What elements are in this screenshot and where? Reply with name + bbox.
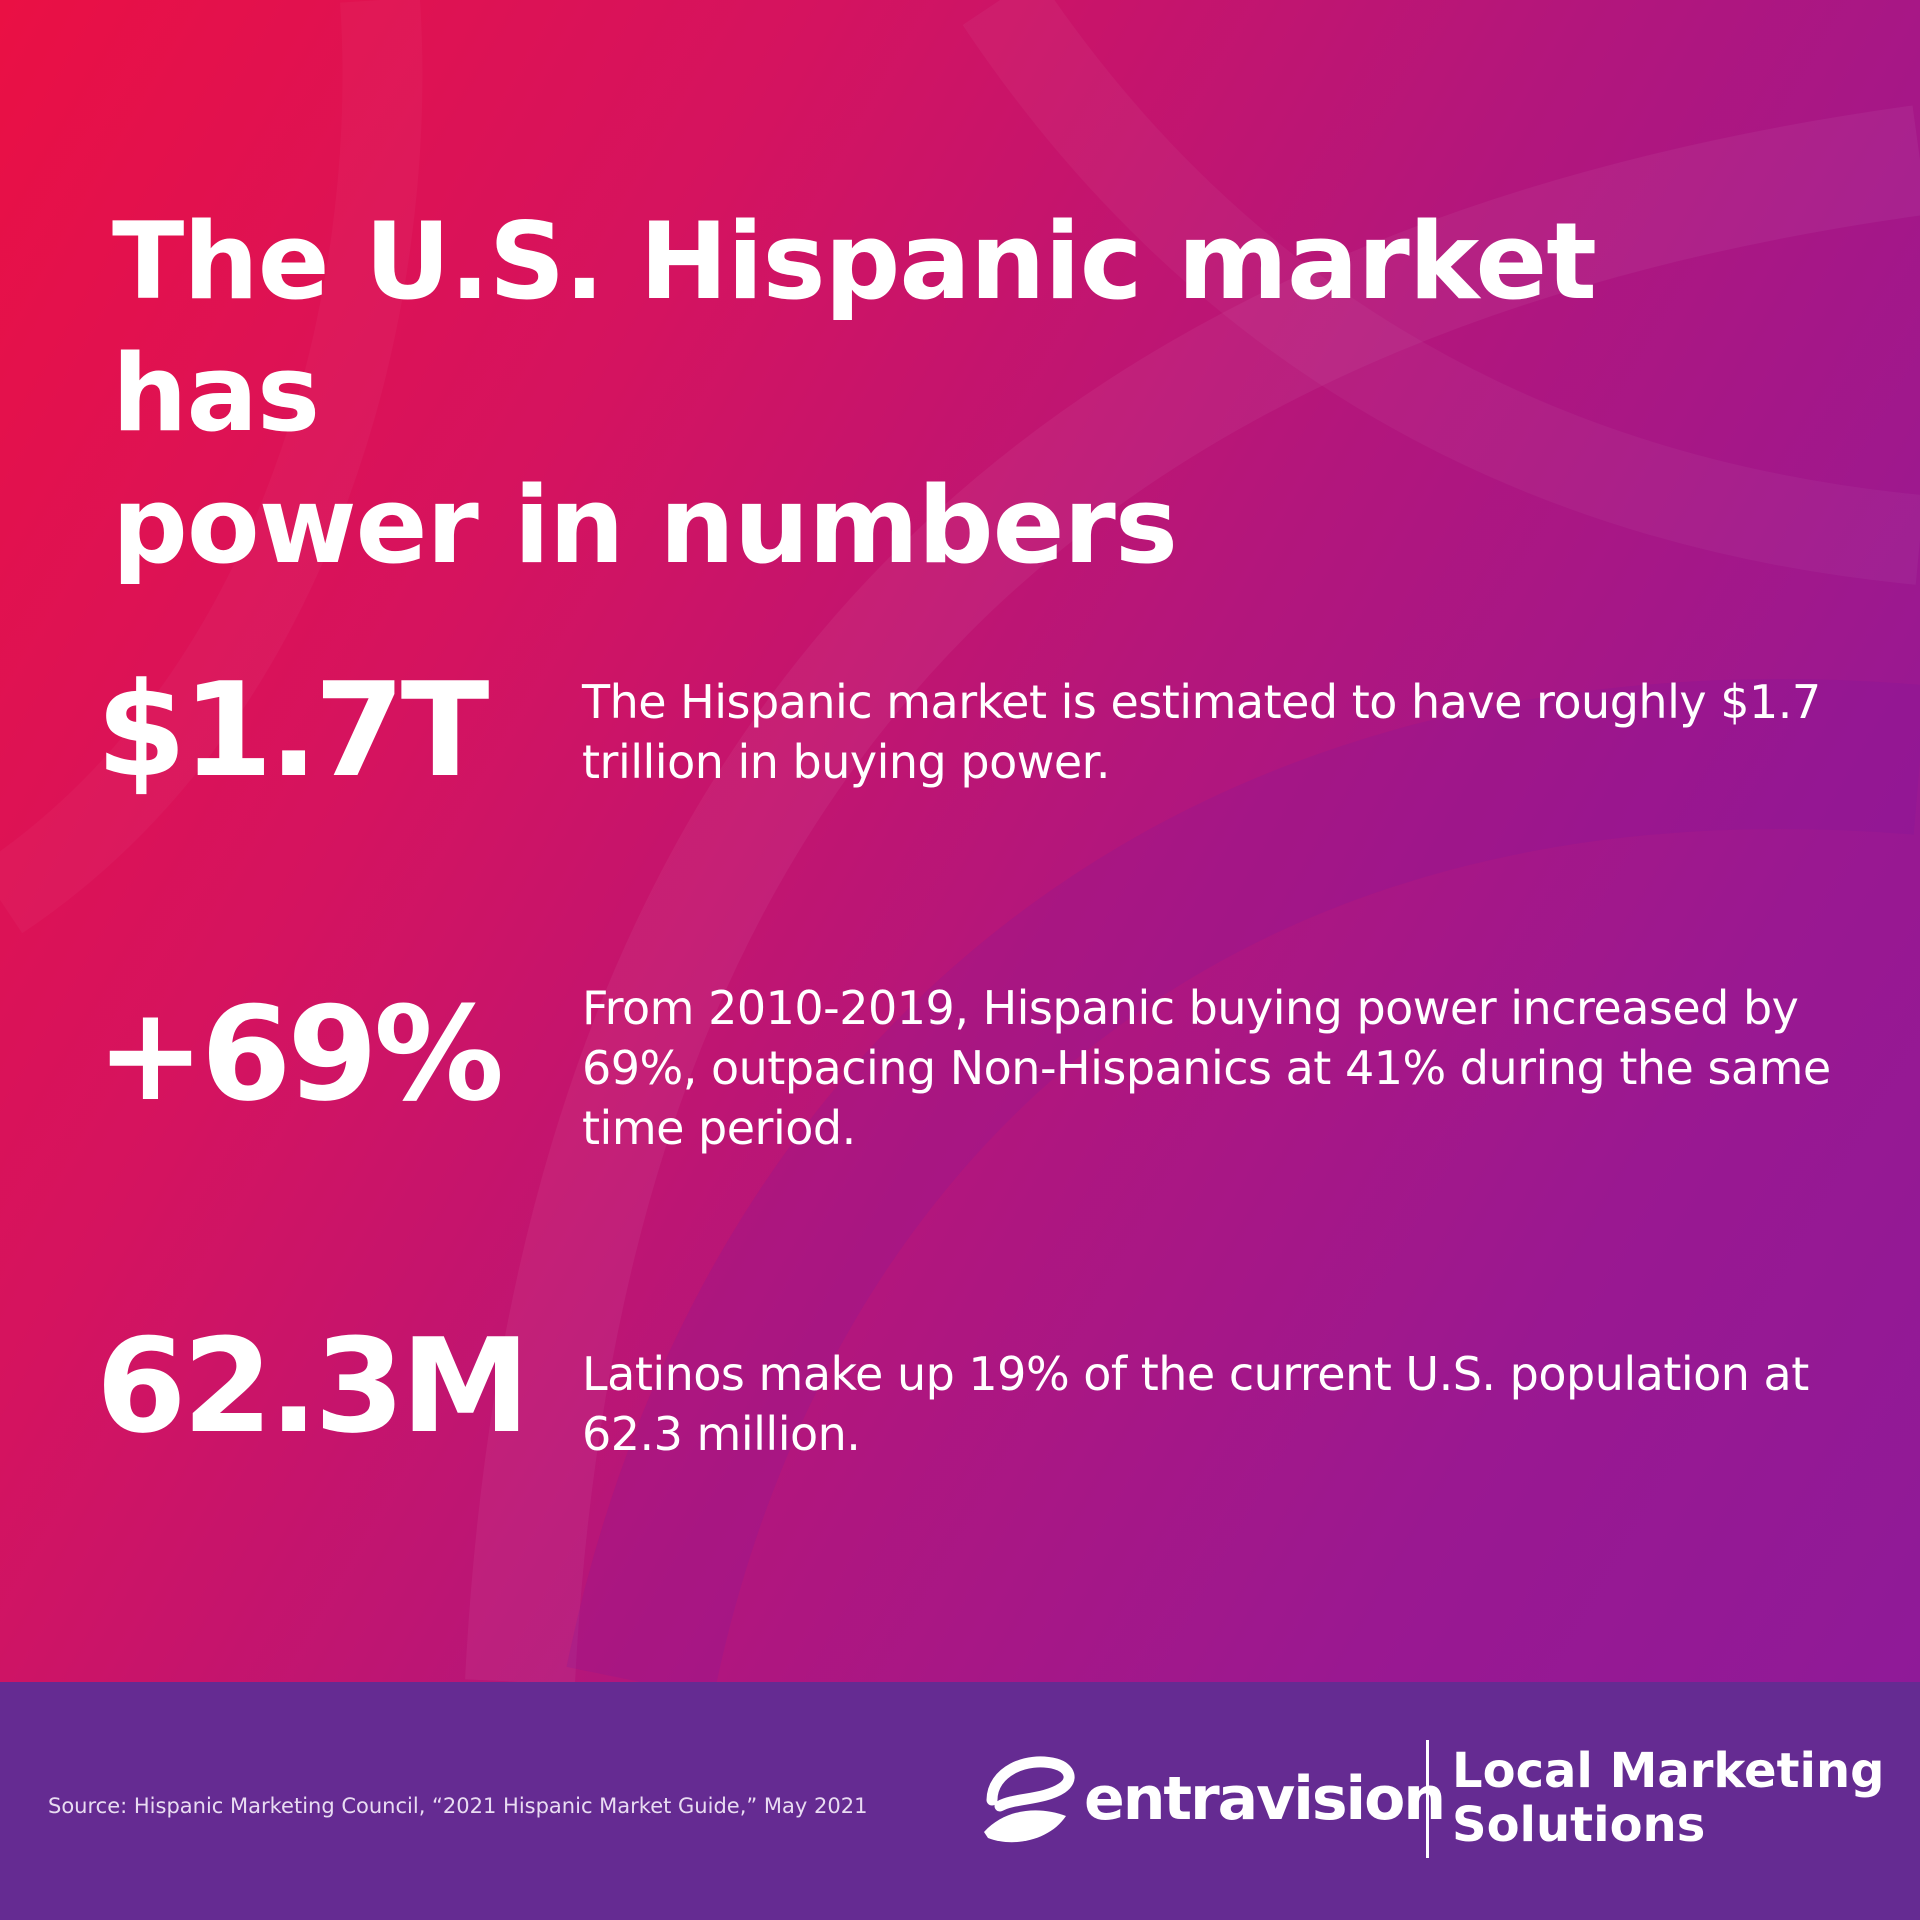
title-line-1: The U.S. Hispanic market has — [112, 200, 1597, 455]
source-citation: Source: Hispanic Marketing Council, “202… — [48, 1794, 868, 1818]
tagline: Local Marketing Solutions — [1452, 1744, 1885, 1852]
background-gradient — [0, 0, 1920, 1682]
stat-value: $1.7T — [96, 654, 489, 806]
tagline-line-1: Local Marketing — [1452, 1743, 1885, 1799]
tagline-line-2: Solutions — [1452, 1797, 1706, 1853]
brand-name: entravision — [1084, 1764, 1446, 1834]
background-arcs — [566, 679, 1920, 1682]
footer-bar — [0, 1682, 1920, 1920]
entravision-swoosh-e-logo-icon — [984, 1756, 1075, 1843]
stat-value: +69% — [96, 978, 504, 1130]
page-title: The U.S. Hispanic market has power in nu… — [112, 196, 1832, 592]
stat-description: The Hispanic market is estimated to have… — [582, 675, 1821, 789]
stat-value: 62.3M — [96, 1310, 530, 1462]
title-line-2: power in numbers — [112, 464, 1178, 587]
stat-description: Latinos make up 19% of the current U.S. … — [582, 1347, 1809, 1461]
footer-divider — [1426, 1740, 1429, 1858]
stat-description: From 2010-2019, Hispanic buying power in… — [582, 981, 1831, 1155]
